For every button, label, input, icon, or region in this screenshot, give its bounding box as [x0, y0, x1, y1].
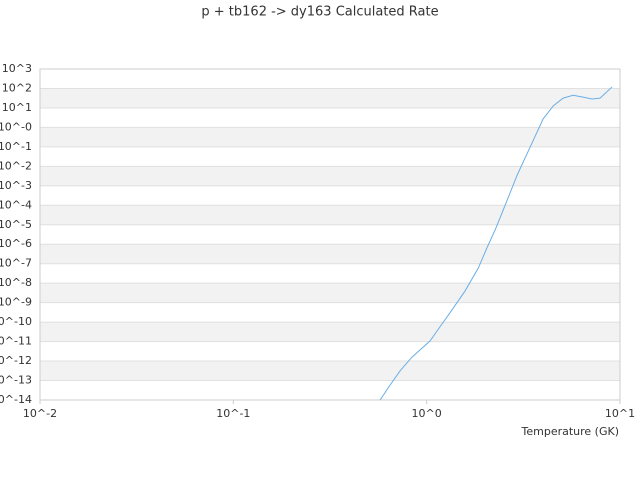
y-tick-label: 10^-0 — [0, 120, 32, 133]
y-tick-label: 10^-13 — [0, 374, 32, 387]
chart-title: p + tb162 -> dy163 Calculated Rate — [201, 5, 438, 20]
y-tick-label: 10^-1 — [0, 140, 32, 153]
y-tick-label: 10^-11 — [0, 335, 32, 348]
y-tick-label: 10^-4 — [0, 198, 32, 211]
grid-band — [40, 361, 620, 381]
grid-band — [40, 166, 620, 186]
y-tick-label: 10^-5 — [0, 218, 32, 231]
y-tick-label: 10^-7 — [0, 257, 32, 270]
x-tick-label: 10^-2 — [23, 407, 57, 420]
x-tick-label: 10^-1 — [216, 407, 250, 420]
y-tick-label: 10^-8 — [0, 276, 32, 289]
grid-band — [40, 205, 620, 225]
grid-band — [40, 127, 620, 147]
grid-band — [40, 244, 620, 264]
y-tick-label: 10^3 — [2, 62, 32, 75]
grid-band — [40, 322, 620, 342]
y-tick-label: 10^-2 — [0, 159, 32, 172]
x-tick-label: 10^0 — [412, 407, 442, 420]
plot-frame — [39, 68, 621, 401]
x-axis-label: Temperature (GK) — [521, 425, 620, 438]
data-line — [379, 86, 613, 400]
grid-band — [40, 88, 620, 108]
y-tick-label: 10^-14 — [0, 393, 32, 406]
y-tick-label: 10^-6 — [0, 237, 32, 250]
x-tick-label: 10^1 — [605, 407, 635, 420]
y-tick-label: 10^-9 — [0, 296, 32, 309]
grid-band — [40, 283, 620, 303]
y-tick-label: 10^1 — [2, 101, 32, 114]
y-tick-label: 10^2 — [2, 81, 32, 94]
y-tick-label: 10^-10 — [0, 315, 32, 328]
y-tick-label: 10^-3 — [0, 179, 32, 192]
y-tick-label: 10^-12 — [0, 354, 32, 367]
